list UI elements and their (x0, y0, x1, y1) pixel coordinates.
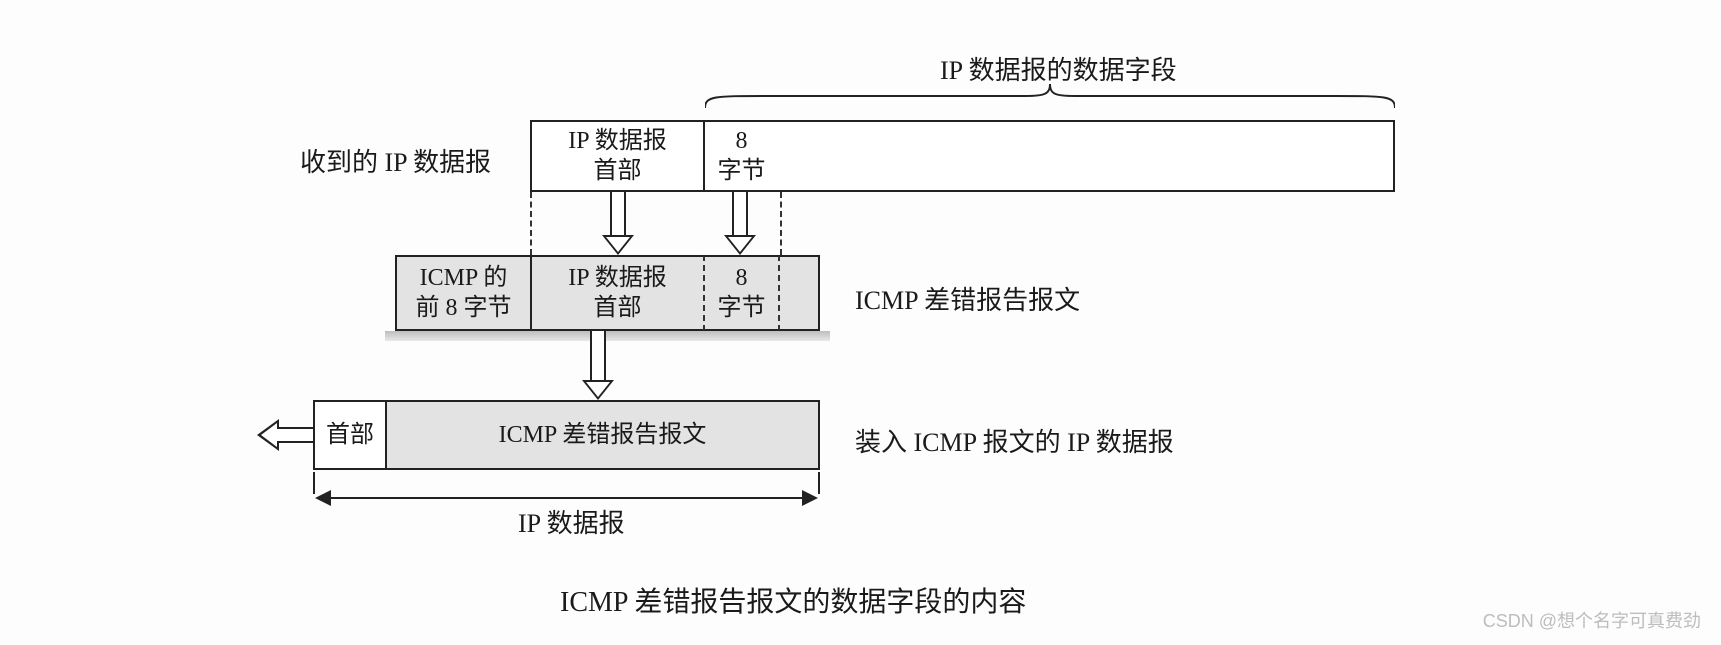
arrow-down-2 (728, 192, 752, 255)
row1-left-label: 收到的 IP 数据报 (300, 142, 491, 179)
row2-8bytes: 8字节 (703, 255, 780, 331)
arrow-down-1 (606, 192, 630, 255)
row2-icmp-first8: ICMP 的前 8 字节 (395, 255, 532, 331)
caption: ICMP 差错报告报文的数据字段的内容 (560, 580, 1026, 620)
row1-8bytes: 8字节 (703, 120, 780, 192)
row2-ip-header: IP 数据报首部 (530, 255, 705, 331)
row1-payload (778, 120, 1395, 192)
row3-right-label: 装入 ICMP 报文的 IP 数据报 (855, 422, 1174, 459)
dash-right (780, 192, 782, 255)
arrow-left (257, 421, 313, 449)
row3-icmp-msg: ICMP 差错报告报文 (385, 400, 820, 470)
tick-right (818, 472, 820, 494)
row2-tail (778, 255, 820, 331)
row2-right-label: ICMP 差错报告报文 (855, 280, 1080, 317)
row1-ip-header: IP 数据报首部 (530, 120, 705, 192)
watermark: CSDN @想个名字可真费劲 (1483, 607, 1701, 633)
arrow-down-3 (586, 331, 610, 400)
row3-ip-header: 首部 (313, 400, 387, 470)
top-brace (705, 82, 1395, 110)
bottom-span-label: IP 数据报 (510, 503, 633, 540)
dash-left (530, 192, 532, 255)
tick-left (313, 472, 315, 494)
bottom-span-arrow (317, 497, 816, 499)
diagram-canvas: IP 数据报的数据字段 收到的 IP 数据报 IP 数据报首部 8字节 ICMP… (0, 0, 1721, 645)
